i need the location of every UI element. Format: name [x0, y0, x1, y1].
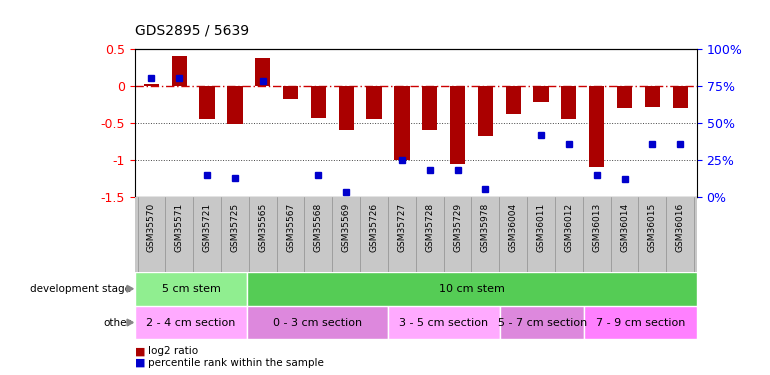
Bar — [394, 86, 410, 160]
Text: GSM35569: GSM35569 — [342, 203, 350, 252]
Bar — [672, 86, 688, 108]
Text: 5 cm stem: 5 cm stem — [162, 284, 220, 294]
Text: other: other — [103, 318, 131, 327]
Bar — [561, 86, 577, 119]
Text: GSM36014: GSM36014 — [620, 203, 629, 252]
Text: ■: ■ — [135, 357, 146, 368]
Bar — [450, 86, 465, 164]
Bar — [311, 86, 326, 118]
Bar — [617, 86, 632, 108]
Bar — [644, 86, 660, 106]
Text: GSM36012: GSM36012 — [564, 203, 574, 252]
Text: 7 - 9 cm section: 7 - 9 cm section — [596, 318, 685, 327]
Text: GSM35567: GSM35567 — [286, 203, 295, 252]
Text: 2 - 4 cm section: 2 - 4 cm section — [146, 318, 236, 327]
Bar — [534, 86, 549, 102]
Bar — [388, 306, 500, 339]
Text: percentile rank within the sample: percentile rank within the sample — [148, 357, 323, 368]
Text: GSM35721: GSM35721 — [203, 203, 212, 252]
Text: GSM35565: GSM35565 — [258, 203, 267, 252]
Bar — [339, 86, 354, 130]
Bar — [584, 306, 697, 339]
Text: 10 cm stem: 10 cm stem — [439, 284, 505, 294]
Bar — [172, 56, 187, 86]
Bar — [477, 86, 493, 136]
Text: GSM35568: GSM35568 — [314, 203, 323, 252]
Text: 0 - 3 cm section: 0 - 3 cm section — [273, 318, 362, 327]
Bar — [247, 306, 388, 339]
Text: GSM35727: GSM35727 — [397, 203, 407, 252]
Text: development stage: development stage — [30, 284, 131, 294]
Text: 3 - 5 cm section: 3 - 5 cm section — [400, 318, 488, 327]
Bar — [367, 86, 382, 119]
Text: GSM35570: GSM35570 — [147, 203, 156, 252]
Bar — [135, 306, 247, 339]
Text: GSM35729: GSM35729 — [453, 203, 462, 252]
Bar — [500, 306, 584, 339]
Bar — [247, 272, 697, 306]
Text: GSM36004: GSM36004 — [509, 203, 517, 252]
Text: GDS2895 / 5639: GDS2895 / 5639 — [135, 24, 249, 38]
Text: GSM35725: GSM35725 — [230, 203, 239, 252]
Text: log2 ratio: log2 ratio — [148, 346, 198, 356]
Text: 5 - 7 cm section: 5 - 7 cm section — [497, 318, 587, 327]
Bar — [227, 86, 243, 124]
Text: GSM35728: GSM35728 — [425, 203, 434, 252]
Bar — [506, 86, 521, 114]
Text: GSM36016: GSM36016 — [675, 203, 685, 252]
Bar — [135, 272, 247, 306]
Bar — [283, 86, 298, 99]
Bar — [255, 58, 270, 86]
Text: GSM35726: GSM35726 — [370, 203, 379, 252]
Bar — [422, 86, 437, 130]
Text: GSM35571: GSM35571 — [175, 203, 184, 252]
Bar — [199, 86, 215, 119]
Text: GSM36015: GSM36015 — [648, 203, 657, 252]
Text: GSM36011: GSM36011 — [537, 203, 545, 252]
Bar — [589, 86, 604, 167]
Bar — [144, 84, 159, 86]
Text: GSM36013: GSM36013 — [592, 203, 601, 252]
Text: GSM35978: GSM35978 — [481, 203, 490, 252]
Text: ■: ■ — [135, 346, 146, 356]
